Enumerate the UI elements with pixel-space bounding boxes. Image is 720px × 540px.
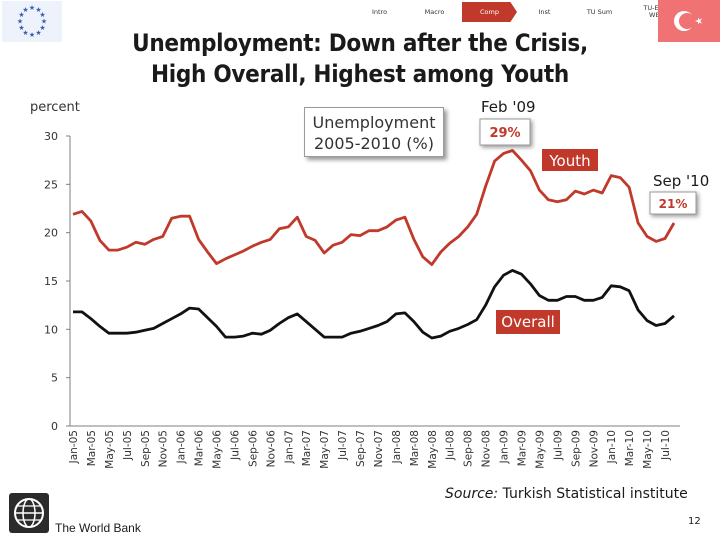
x-tick-label: Jul-07 (337, 430, 349, 461)
annotation-sep10-box (649, 191, 697, 215)
annotation-sep10: Sep '10 (653, 172, 709, 190)
nav-tab-macro[interactable]: Macro (424, 7, 445, 16)
y-tick-label: 25 (44, 178, 58, 191)
nav-tab-intro[interactable]: Intro (371, 7, 388, 16)
source-note: Source: Turkish Statistical institute (445, 486, 688, 502)
svg-text:★: ★ (29, 31, 35, 39)
world-bank-logo-icon (9, 493, 49, 533)
x-tick-label: Jul-08 (445, 430, 457, 461)
x-tick-label: Jan-09 (499, 430, 511, 464)
x-tick-label: Mar-10 (624, 430, 636, 466)
chart-caption-box: Unemployment 2005-2010 (%) (304, 107, 444, 157)
x-tick-label: Jan-05 (68, 430, 80, 464)
x-tick-label: Mar-07 (301, 430, 313, 466)
x-tick-label: Sep-05 (140, 430, 152, 467)
annotation-sep10-value: 21% (659, 197, 688, 211)
x-tick-label: May-06 (212, 430, 224, 469)
x-tick-label: Jul-09 (552, 430, 564, 461)
x-tick-label: Mar-09 (517, 430, 529, 466)
svg-text:★: ★ (29, 4, 35, 12)
svg-text:★: ★ (17, 18, 23, 26)
x-tick-label: Jul-05 (122, 430, 134, 461)
series-line-overall (73, 269, 675, 340)
turkey-flag-icon (658, 0, 720, 42)
annotation-feb09-value: 29% (489, 126, 520, 141)
caption-line-2: 2005-2010 (%) (314, 134, 434, 153)
x-tick-label: Sep-06 (247, 430, 259, 467)
title-line-2: High Overall, Highest among Youth (151, 60, 569, 88)
x-tick-label: Nov-07 (373, 430, 385, 467)
source-text: Turkish Statistical institute (498, 486, 688, 502)
x-tick-label: May-05 (104, 430, 116, 469)
x-tick-label: May-08 (427, 430, 439, 469)
svg-text:★: ★ (39, 11, 45, 19)
nav-tab-tu-eu-wb[interactable]: TU-EU- WB (643, 4, 666, 19)
x-tick-label: Sep-07 (355, 430, 367, 467)
overall-label-box (496, 310, 560, 334)
nav-tab-comp[interactable]: Comp (462, 2, 517, 22)
x-tick-label: Jan-06 (176, 430, 188, 465)
x-tick-label: Nov-05 (158, 430, 170, 467)
x-tick-label: Jan-07 (283, 430, 295, 464)
annotation-feb09-box (479, 118, 531, 146)
y-tick-label: 15 (44, 275, 58, 288)
svg-text:★: ★ (18, 11, 24, 19)
annotation-feb09: Feb '09 (481, 98, 536, 116)
x-tick-label: May-07 (319, 430, 331, 469)
svg-text:★: ★ (22, 6, 28, 14)
eu-flag-icon: ★ ★ ★ ★ ★ ★ ★ ★ ★ ★ ★ ★ (2, 1, 62, 42)
title-line-1: Unemployment: Down after the Crisis, (132, 29, 588, 57)
world-bank-name: The World Bank (55, 521, 141, 535)
x-tick-label: Jan-10 (606, 430, 618, 464)
page-title: Unemployment: Down after the Crisis, Hig… (90, 28, 630, 90)
x-tick-label: Jul-06 (229, 430, 241, 461)
svg-text:★: ★ (41, 18, 47, 26)
svg-text:★: ★ (18, 24, 24, 32)
x-tick-label: Sep-09 (570, 430, 582, 467)
x-tick-label: May-09 (534, 430, 546, 469)
section-nav: Intro Macro Comp Inst TU Sum TU-EU- WB (352, 2, 682, 24)
caption-line-1: Unemployment (312, 113, 436, 132)
x-tick-label: Mar-06 (194, 430, 206, 467)
series-line-youth (72, 149, 676, 266)
x-tick-label: Jul-10 (660, 430, 672, 461)
youth-label: Youth (548, 152, 590, 170)
youth-label-box (542, 149, 598, 171)
y-tick-label: 20 (44, 227, 58, 240)
x-tick-label: Mar-08 (409, 430, 421, 466)
y-tick-label: 10 (44, 323, 58, 336)
x-tick-label: Sep-08 (463, 430, 475, 467)
y-tick-label: 30 (44, 130, 58, 143)
y-tick-label: 5 (51, 372, 58, 385)
overall-label: Overall (501, 313, 555, 331)
svg-text:★: ★ (35, 29, 41, 37)
x-tick-label: Nov-09 (588, 430, 600, 467)
nav-tab-inst[interactable]: Inst (538, 7, 551, 16)
x-tick-label: Mar-05 (86, 430, 98, 466)
x-tick-label: Nov-08 (481, 430, 493, 467)
source-prefix: Source: (445, 486, 499, 502)
svg-text:★: ★ (35, 6, 41, 14)
x-tick-label: Jan-08 (391, 430, 403, 464)
y-tick-label: 0 (51, 420, 58, 433)
x-tick-label: May-10 (642, 430, 654, 469)
y-axis-title: percent (30, 100, 80, 115)
svg-text:★: ★ (22, 29, 28, 37)
nav-tab-tu-sum[interactable]: TU Sum (586, 7, 613, 16)
x-tick-label: Nov-06 (265, 430, 277, 468)
svg-text:★: ★ (39, 24, 45, 32)
page-number: 12 (688, 516, 701, 527)
